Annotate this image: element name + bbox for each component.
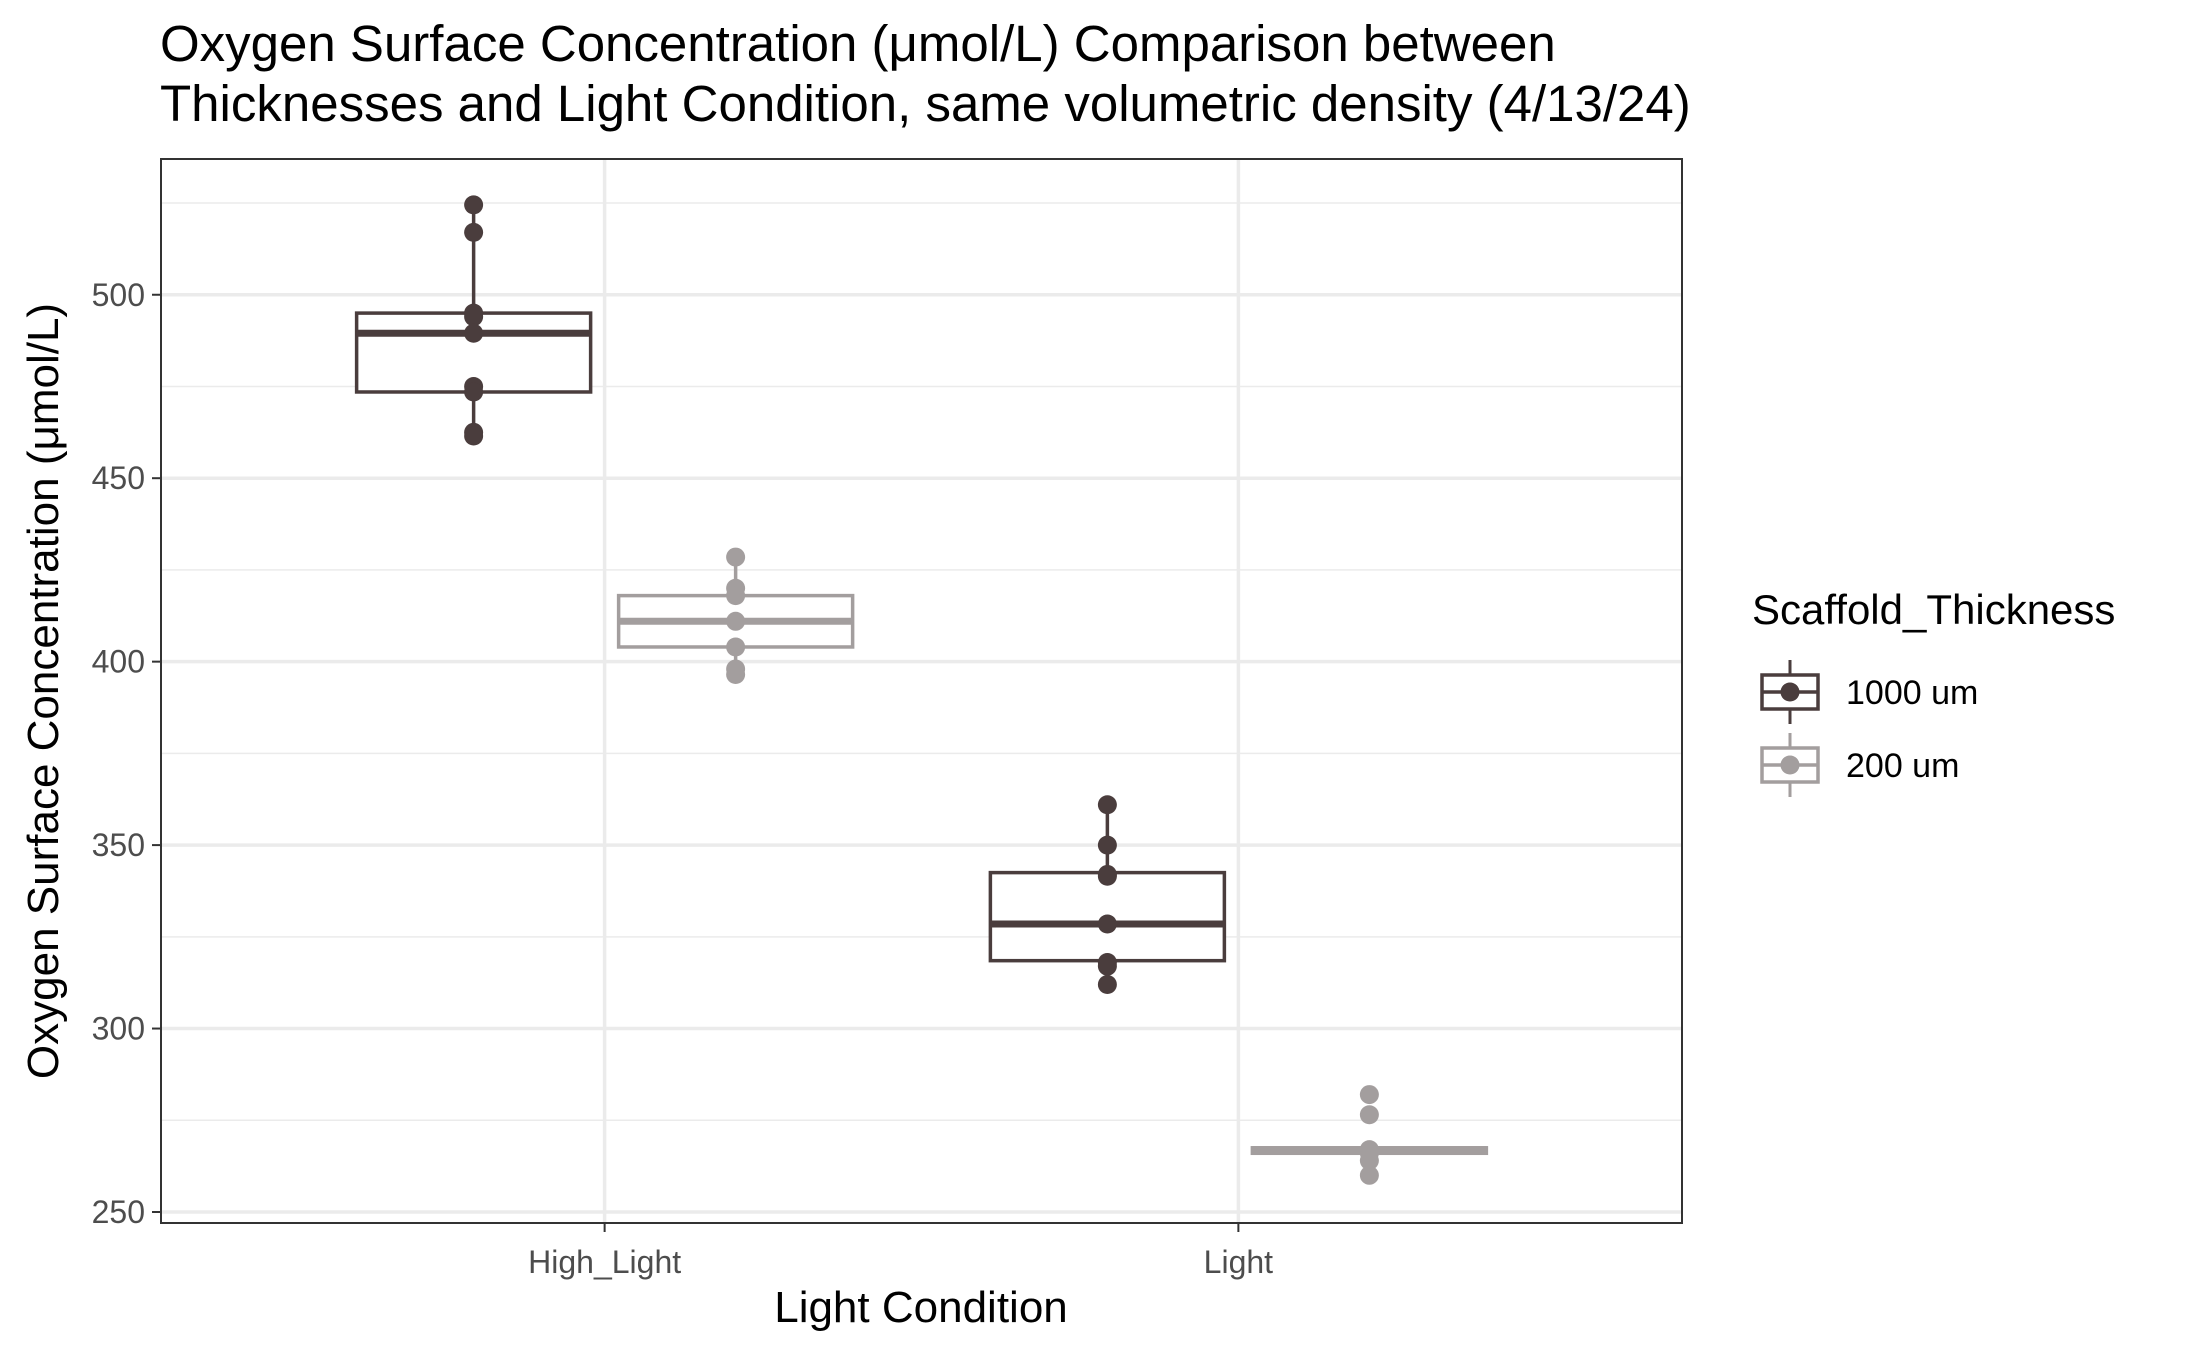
chart-title: Oxygen Surface Concentration (μmol/L) Co… xyxy=(160,14,1691,134)
box-group xyxy=(616,547,855,684)
y-tick-label: 300 xyxy=(92,1011,145,1047)
legend-label: 200 um xyxy=(1846,747,1959,785)
data-point xyxy=(1097,866,1117,886)
data-point xyxy=(464,307,484,327)
y-tick-label: 400 xyxy=(92,644,145,680)
data-point xyxy=(464,382,484,402)
data-point xyxy=(464,222,484,242)
y-tick-label: 500 xyxy=(92,277,145,313)
data-point xyxy=(464,426,484,446)
data-point xyxy=(1097,975,1117,995)
x-tick-label: High_Light xyxy=(528,1244,681,1280)
legend-item: 200 um xyxy=(1760,733,1959,797)
legend-key-point xyxy=(1780,682,1800,702)
x-tick-label: Light xyxy=(1204,1244,1274,1280)
legend-label: 1000 um xyxy=(1846,674,1978,712)
legend-item: 1000 um xyxy=(1760,660,1978,724)
y-tick-label: 250 xyxy=(92,1194,145,1230)
y-tick-label: 450 xyxy=(92,460,145,496)
data-point xyxy=(1359,1085,1379,1105)
data-point xyxy=(726,586,746,606)
box-group xyxy=(354,195,593,446)
data-point xyxy=(726,637,746,657)
data-point xyxy=(726,664,746,684)
data-point xyxy=(1097,795,1117,815)
x-axis-title: Light Condition xyxy=(774,1283,1068,1332)
data-point xyxy=(726,611,746,631)
box-group xyxy=(1250,1085,1489,1185)
chart-title-line-2: Thicknesses and Light Condition, same vo… xyxy=(160,75,1691,132)
y-tick-label: 350 xyxy=(92,827,145,863)
legend-items: 1000 um 200 um xyxy=(1760,660,1978,797)
data-point xyxy=(464,323,484,343)
box-group xyxy=(988,795,1227,995)
data-point xyxy=(1359,1105,1379,1125)
data-point xyxy=(1097,956,1117,976)
data-point xyxy=(1097,835,1117,855)
legend: Scaffold_Thickness 1000 um 200 um xyxy=(1752,586,2115,797)
data-point xyxy=(1359,1151,1379,1171)
y-axis-title: Oxygen Surface Concentration (μmol/L) xyxy=(19,303,68,1079)
data-point xyxy=(464,195,484,215)
data-point xyxy=(726,547,746,567)
chart-marks xyxy=(354,195,1489,1185)
chart-title-line-1: Oxygen Surface Concentration (μmol/L) Co… xyxy=(160,15,1556,72)
data-point xyxy=(1097,914,1117,934)
legend-title: Scaffold_Thickness xyxy=(1752,586,2115,633)
plot-panel-border xyxy=(160,158,1683,1224)
legend-key-point xyxy=(1780,755,1800,775)
axes: 250 300 350 400 450 500 High_Light Light xyxy=(92,277,1274,1280)
data-point xyxy=(1359,1165,1379,1185)
